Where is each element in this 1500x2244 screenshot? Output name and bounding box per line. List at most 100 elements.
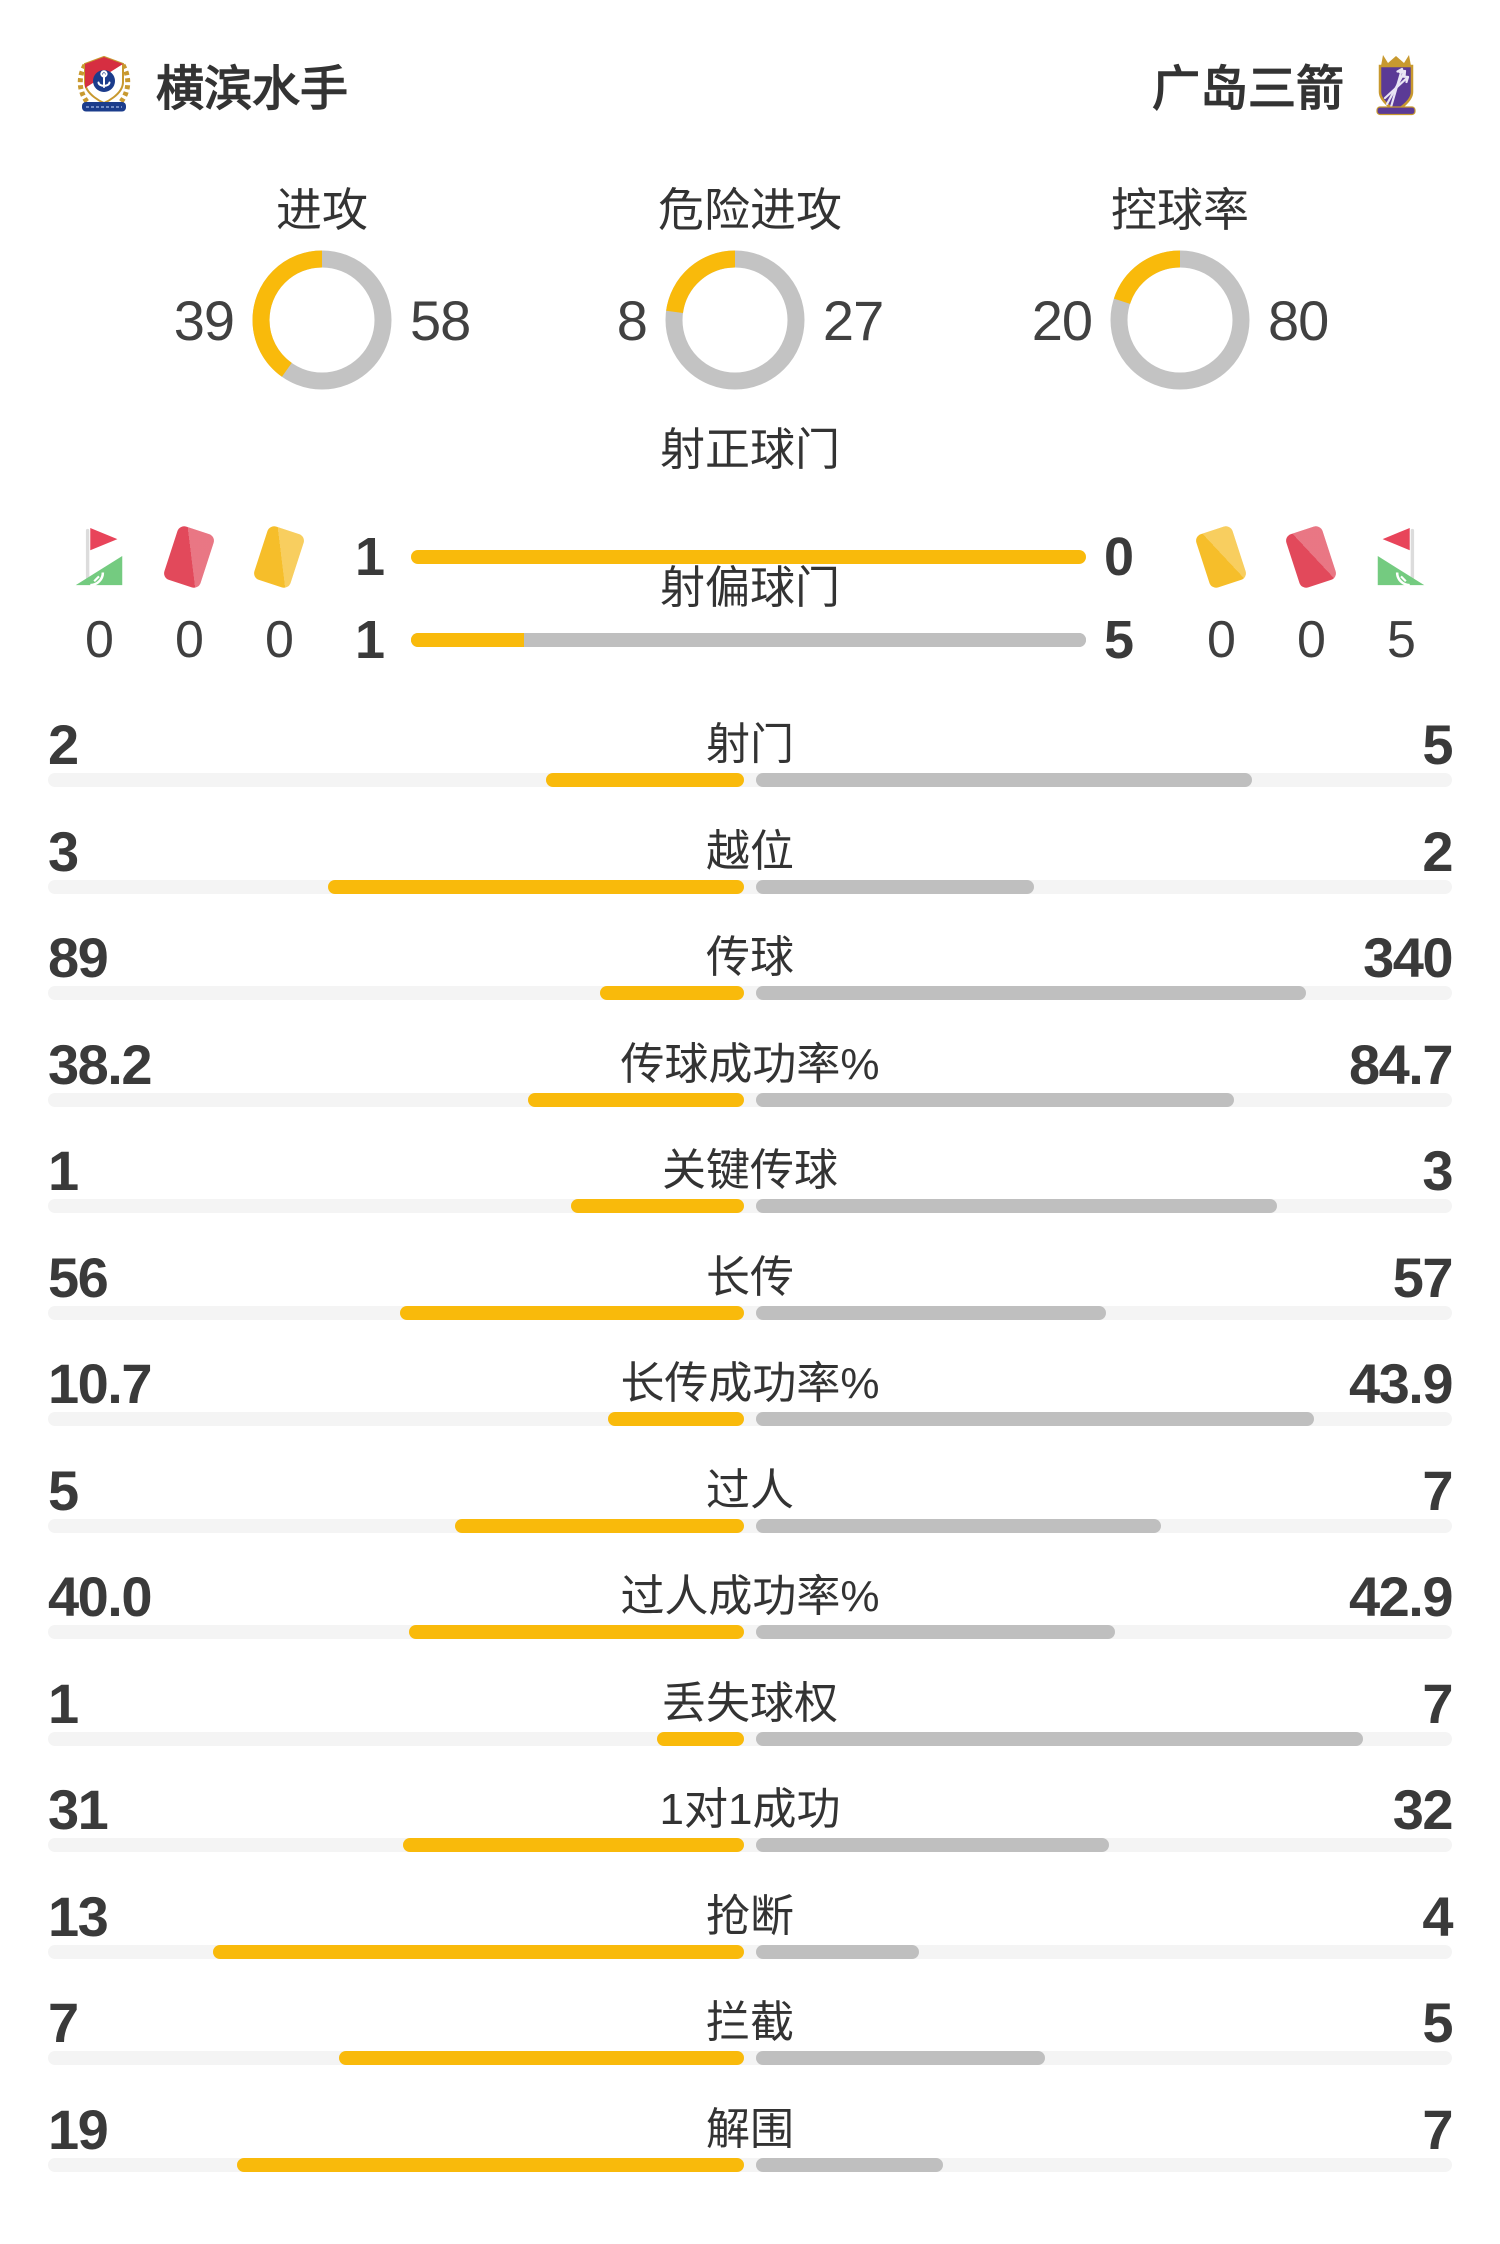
home-yellow-cards-count: 0 <box>265 611 294 669</box>
away-bar-segment <box>756 1625 1116 1639</box>
home-bar-segment <box>545 773 744 787</box>
home-bar-segment <box>657 1731 744 1746</box>
away-bar-segment <box>756 1731 1364 1746</box>
stat-row: 40.0 过人成功率% 42.9 <box>0 1552 1500 1659</box>
away-bar-segment <box>756 1199 1277 1213</box>
shots-off-target-label: 射偏球门 <box>659 562 840 613</box>
donut-ring <box>1110 250 1250 390</box>
home-team-name: 横滨水手 <box>156 63 349 116</box>
home-team-header[interactable]: 横滨水手 <box>72 40 348 128</box>
stat-label: 解围 <box>706 2104 794 2154</box>
home-bar-segment <box>570 1199 744 1213</box>
home-bar-segment <box>608 1412 744 1426</box>
donut-ring <box>665 250 805 390</box>
away-discipline-icons <box>1186 511 1436 603</box>
away-bar-segment <box>756 986 1307 1000</box>
stat-label: 射门 <box>706 720 794 769</box>
away-stat-value: 3 <box>1422 1139 1453 1202</box>
shots-discipline-section: 射正球门 1 0 <box>0 414 1500 700</box>
donut-charts-section: 进攻 39 58 危险进攻 8 27 控球率 <box>0 184 1500 420</box>
away-donut-value: 80 <box>1268 288 1329 352</box>
home-donut-value: 8 <box>616 288 648 352</box>
stat-bar-track <box>48 2157 1452 2172</box>
home-bar-segment <box>600 986 744 1000</box>
away-stat-value: 7 <box>1422 1458 1453 1522</box>
home-team-logo-icon <box>77 55 131 112</box>
away-team-header[interactable]: 广岛三箭 <box>1152 40 1428 128</box>
donut-chart: 进攻 39 58 <box>142 184 502 390</box>
away-bar-segment <box>756 2051 1046 2065</box>
away-bar-segment <box>523 633 1086 647</box>
home-red-cards-count: 0 <box>175 611 204 669</box>
home-bar-segment <box>213 1944 744 1959</box>
home-discipline-counts: 0 0 0 <box>64 594 314 686</box>
stat-row: 7 拦截 5 <box>0 1978 1500 2085</box>
away-bar-segment <box>756 773 1252 787</box>
stat-label: 过人成功率% <box>620 1572 880 1621</box>
home-stat-value: 38.2 <box>48 1032 153 1096</box>
home-discipline-icons <box>64 511 314 603</box>
away-shots-off-target-value: 5 <box>1104 610 1134 670</box>
home-stat-value: 19 <box>48 2097 109 2161</box>
donut-chart-body: 39 58 <box>142 250 502 390</box>
stat-row: 19 解围 7 <box>0 2085 1500 2192</box>
home-stat-value: 40.0 <box>48 1565 153 1628</box>
stat-bar-track <box>48 1838 1452 1852</box>
away-stat-value: 7 <box>1422 2097 1453 2161</box>
stat-label: 丢失球权 <box>662 1678 838 1728</box>
donut-chart: 控球率 20 80 <box>1000 184 1360 390</box>
stat-row: 3 越位 2 <box>0 807 1500 914</box>
stat-row: 2 射门 5 <box>0 700 1500 807</box>
home-stat-value: 31 <box>48 1778 109 1841</box>
home-donut-value: 39 <box>173 288 235 352</box>
home-bar-segment <box>236 2157 744 2172</box>
stat-bar-track <box>48 1199 1452 1213</box>
stat-bar-track <box>48 1731 1452 1746</box>
stat-row: 1 关键传球 3 <box>0 1126 1500 1233</box>
stat-label: 传球成功率% <box>620 1039 880 1089</box>
home-stat-value: 13 <box>48 1884 109 1948</box>
away-donut-value: 58 <box>410 288 471 352</box>
home-bar-segment <box>402 1838 744 1852</box>
home-donut-value: 20 <box>1031 288 1093 352</box>
donut-chart-body: 8 27 <box>570 250 930 390</box>
stat-row: 38.2 传球成功率% 84.7 <box>0 1020 1500 1127</box>
donut-ring <box>252 250 392 390</box>
stat-label: 抢断 <box>706 1891 794 1941</box>
donut-chart-title: 控球率 <box>1111 184 1249 236</box>
stat-bar-track <box>48 773 1452 787</box>
stats-list: 2 射门 5 3 越位 2 89 传球 340 <box>0 700 1500 2191</box>
donut-chart-title: 危险进攻 <box>658 184 842 236</box>
match-header: 横滨水手 广岛三箭 <box>64 40 1436 128</box>
stat-label: 关键传球 <box>662 1146 838 1195</box>
stat-bar-track <box>48 1092 1452 1107</box>
away-stat-value: 42.9 <box>1349 1565 1454 1628</box>
away-bar-segment <box>756 1412 1314 1426</box>
home-bar-segment <box>411 550 1086 564</box>
home-stat-value: 1 <box>48 1671 79 1735</box>
discipline-counts-row: 0 0 0 1 5 0 0 5 <box>0 594 1500 686</box>
stat-label: 长传 <box>706 1252 794 1302</box>
away-stat-value: 4 <box>1422 1884 1453 1948</box>
home-bar-segment <box>411 633 524 647</box>
stat-row: 5 过人 7 <box>0 1446 1500 1553</box>
away-bar-segment <box>756 2157 943 2172</box>
home-bar-segment <box>400 1305 744 1320</box>
stat-row: 10.7 长传成功率% 43.9 <box>0 1339 1500 1446</box>
shots-on-target-bar <box>411 550 1086 564</box>
away-stat-value: 2 <box>1422 819 1453 883</box>
away-stat-value: 43.9 <box>1349 1352 1454 1415</box>
stat-label: 过人 <box>706 1465 794 1515</box>
donut-chart-body: 20 80 <box>1000 250 1360 390</box>
home-shots-off-target-value: 1 <box>354 610 385 670</box>
away-stat-value: 7 <box>1422 1671 1453 1735</box>
home-stat-value: 7 <box>48 1991 79 2054</box>
stat-row: 89 传球 340 <box>0 913 1500 1020</box>
away-stat-value: 5 <box>1422 1991 1453 2054</box>
home-stat-value: 3 <box>48 819 79 883</box>
stat-bar-track <box>48 1625 1452 1639</box>
home-corners-count: 0 <box>85 611 114 669</box>
away-bar-segment <box>756 1518 1161 1533</box>
away-discipline-counts: 0 0 5 <box>1186 594 1436 686</box>
home-stat-value: 10.7 <box>48 1352 153 1415</box>
